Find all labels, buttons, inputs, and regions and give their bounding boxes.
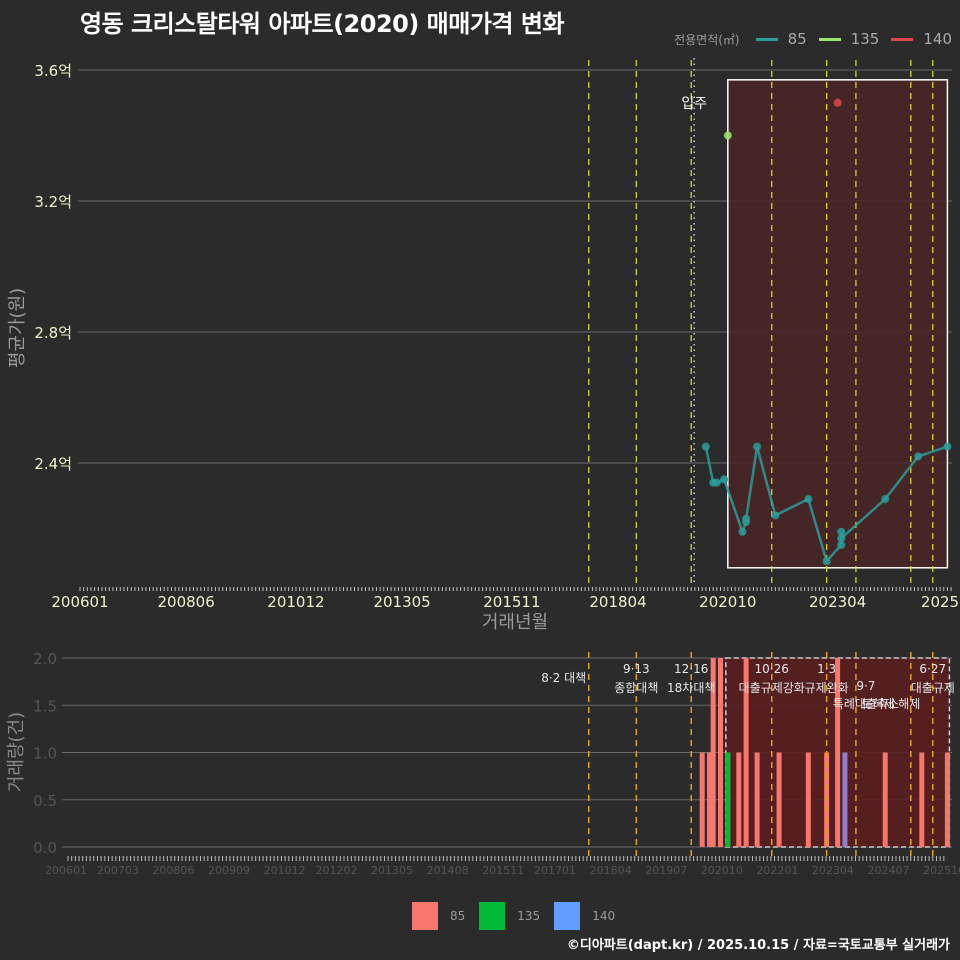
y-tick-label: 2.8억 [34, 324, 72, 342]
x-tick-label: 202407 [868, 864, 910, 877]
x-tick-label: 200909 [208, 864, 250, 877]
policy-event-label: 규제완화 [805, 681, 849, 695]
x-tick-label: 201804 [589, 593, 646, 611]
x-tick-label: 200806 [158, 593, 215, 611]
legend-bottom-label-85: 85 [450, 909, 465, 923]
x-tick-label: 202010 [701, 864, 743, 877]
x-tick-label: 200601 [45, 864, 87, 877]
policy-date-label: 9·13 [623, 662, 650, 676]
legend-box-85 [412, 902, 438, 930]
policy-date-label: 6·27 [919, 662, 946, 676]
x-tick-label: 201408 [427, 864, 469, 877]
policy-date-label: 12·16 [674, 662, 708, 676]
x-tick-label: 201305 [373, 593, 430, 611]
y-tick-label: 3.6억 [34, 62, 72, 80]
x-tick-label: 202010 [699, 593, 756, 611]
data-point-85 [753, 443, 761, 451]
policy-date-label: 9·7 [856, 679, 875, 693]
x-tick-label: 201701 [534, 864, 576, 877]
policy-event-label: 대출규제 [911, 681, 955, 695]
y-tick-label: 3.2억 [34, 193, 72, 211]
policy-event-label: 8·2 대책 [541, 670, 586, 685]
price-line-chart: 2.4억 2.8억 3.2억 3.6억입주 200601 200806 201012 2013… [7, 58, 959, 633]
bar-85 [777, 753, 782, 848]
y-tick-label: 0.5 [33, 792, 57, 810]
legend-box-140 [554, 902, 580, 930]
volume-bar-chart: 0.0 0.5 1.0 1.5 2.0 8·2 대책 9·13 종합대책 12·16 18차대책 1… [6, 650, 960, 877]
legend-box-135 [479, 902, 505, 930]
y-axis-title: 거래량(건) [6, 712, 27, 792]
x-tick-label: 201012 [264, 864, 306, 877]
x-tick-label: 201907 [645, 864, 687, 877]
x-tick-label: 201804 [590, 864, 632, 877]
x-tick-label: 2025 [921, 593, 959, 611]
x-tick-label: 201511 [482, 864, 524, 877]
data-point-85 [943, 443, 951, 451]
bar-140 [842, 753, 847, 848]
data-point-85 [713, 479, 721, 487]
move-in-annotation: 입주 [681, 96, 707, 112]
x-axis-title: 거래년월 [482, 612, 548, 633]
bar-85 [700, 753, 705, 848]
policy-date-label: 10·26 [755, 662, 789, 676]
highlight-box [728, 80, 948, 568]
data-point-85 [823, 557, 831, 565]
bar-85 [919, 753, 924, 848]
data-point-85 [720, 475, 728, 483]
policy-event-label: 토허제 해제 [861, 697, 920, 711]
x-tick-label: 202304 [809, 593, 866, 611]
data-point-85 [738, 528, 746, 536]
legend-bottom-label-135: 135 [517, 909, 540, 923]
x-tick-label: 200703 [97, 864, 139, 877]
bar-85 [883, 753, 888, 848]
bar-85 [718, 658, 723, 847]
x-tick-label: 201202 [315, 864, 357, 877]
x-tick-label: 201305 [371, 864, 413, 877]
bar-85 [806, 753, 811, 848]
policy-date-label: 1·3 [817, 662, 836, 676]
x-tick-label: 201511 [483, 593, 540, 611]
x-tick-label: 202304 [812, 864, 854, 877]
data-point-85 [771, 511, 779, 519]
data-point-140 [834, 99, 842, 107]
x-tick-label: 202201 [756, 864, 798, 877]
y-tick-label: 2.0 [33, 650, 57, 668]
credit-text: ©디아파트(dapt.kr) / 2025.10.15 / 자료=국토교통부 실… [567, 934, 950, 953]
x-tick-label: 200806 [152, 864, 194, 877]
y-tick-label: 2.4억 [34, 455, 72, 473]
data-point-85 [702, 443, 710, 451]
bar-85 [945, 753, 950, 848]
y-tick-label: 1.0 [33, 745, 57, 763]
y-tick-label: 1.5 [33, 697, 57, 715]
bar-135 [725, 753, 730, 848]
bar-85 [755, 753, 760, 848]
policy-event-label: 18차대책 [667, 680, 715, 695]
data-point-135 [724, 132, 732, 140]
y-tick-label: 0.0 [33, 839, 57, 857]
legend-bottom-label-140: 140 [592, 909, 615, 923]
data-point-85 [742, 515, 750, 523]
data-point-85 [837, 534, 845, 542]
data-point-85 [881, 495, 889, 503]
chart-canvas: 2.4억 2.8억 3.2억 3.6억입주 200601 200806 201012 2013… [0, 0, 960, 960]
y-axis-title: 평균가(원) [7, 288, 28, 368]
x-tick-label: 201012 [267, 593, 324, 611]
policy-event-label: 종합대책 [614, 680, 658, 695]
bar-85 [736, 753, 741, 848]
x-tick-label: 202510 [923, 864, 960, 877]
data-point-85 [914, 452, 922, 460]
legend-bottom: 85 135 140 [412, 902, 629, 930]
x-tick-label: 200601 [51, 593, 108, 611]
data-point-85 [804, 495, 812, 503]
policy-event-label: 대출규제강화 [739, 681, 805, 695]
